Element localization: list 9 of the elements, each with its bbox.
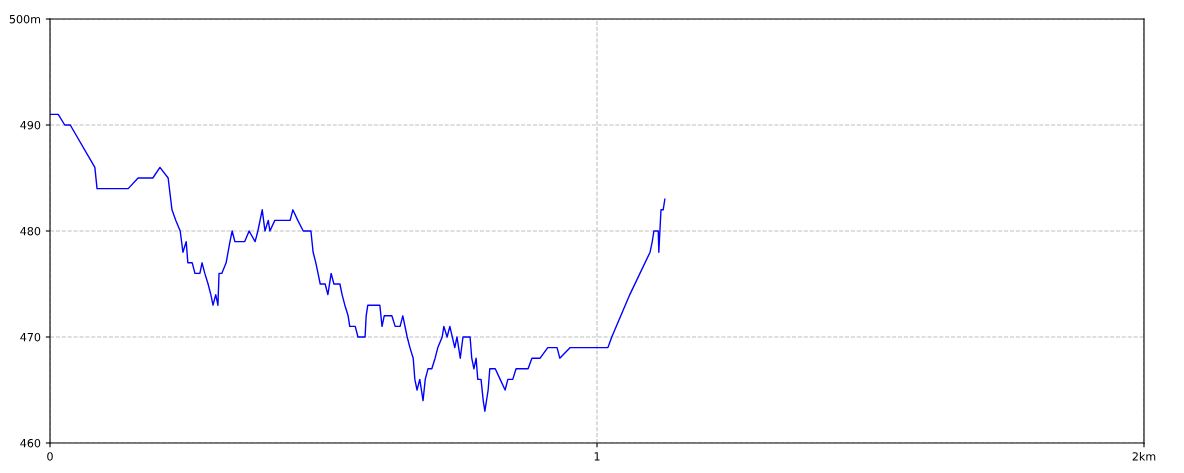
x-tick-label: 1 (594, 452, 600, 461)
y-tick-label: 500m (9, 14, 41, 24)
y-tick-label: 490 (20, 120, 41, 130)
y-tick-label: 470 (20, 332, 41, 342)
y-tick-label: 480 (20, 226, 41, 236)
line-series (50, 113, 666, 412)
y-tick-label: 460 (20, 438, 41, 448)
x-tick-label: 2km (1132, 452, 1156, 461)
x-tick-label: 0 (47, 452, 53, 461)
